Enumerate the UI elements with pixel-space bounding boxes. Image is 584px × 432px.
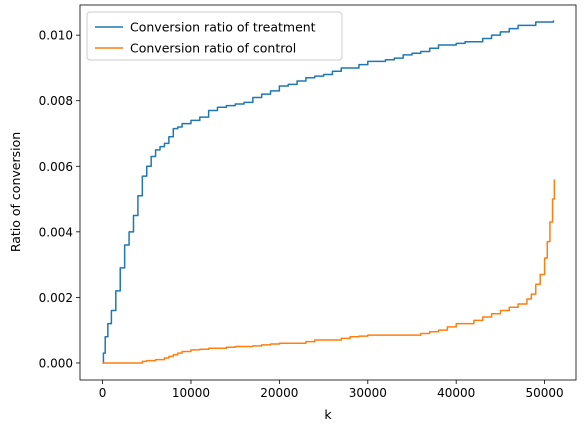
- y-tick-label: 0.004: [39, 225, 73, 239]
- x-tick-label: 10000: [172, 386, 210, 400]
- plot-frame: [79, 4, 577, 381]
- y-tick-label: 0.010: [39, 29, 73, 43]
- legend-label-control: Conversion ratio of control: [130, 41, 296, 56]
- legend: Conversion ratio of treatment Conversion…: [86, 11, 343, 61]
- x-tick-label: 30000: [349, 386, 387, 400]
- x-axis-ticks: 0 10000 20000 30000 40000 50000: [99, 380, 564, 400]
- legend-box: [86, 11, 343, 61]
- y-tick-label: 0.006: [39, 160, 73, 174]
- y-axis-label: Ratio of conversion: [8, 132, 23, 252]
- y-tick-label: 0.002: [39, 291, 73, 305]
- plot-area-background: [80, 5, 576, 380]
- x-tick-label: 20000: [260, 386, 298, 400]
- x-tick-label: 0: [99, 386, 107, 400]
- x-tick-label: 40000: [437, 386, 475, 400]
- x-axis-label: k: [324, 407, 332, 422]
- series-layer: [102, 20, 556, 364]
- y-axis-ticks: 0.000 0.002 0.004 0.006 0.008 0.010: [39, 29, 80, 370]
- y-tick-label: 0.000: [39, 356, 73, 370]
- y-tick-label: 0.008: [39, 94, 73, 108]
- x-tick-label: 50000: [526, 386, 564, 400]
- series-line-treatment: [102, 20, 555, 364]
- series-line-control: [102, 179, 556, 364]
- legend-label-treatment: Conversion ratio of treatment: [130, 20, 316, 35]
